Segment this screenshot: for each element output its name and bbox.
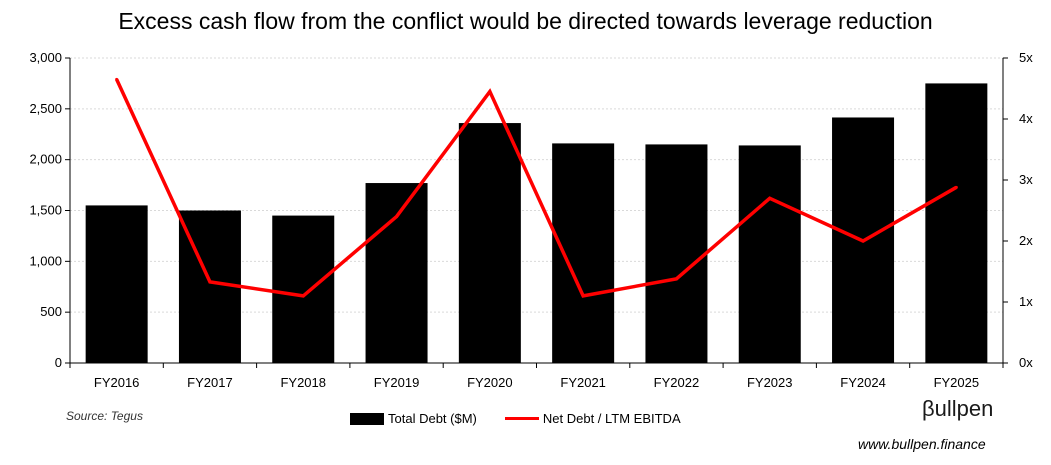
legend-item-net-debt: Net Debt / LTM EBITDA: [504, 411, 681, 426]
bar: [458, 123, 521, 363]
legend-swatch-line: [504, 417, 539, 420]
line-point: [768, 196, 772, 200]
bar: [365, 183, 428, 363]
bar: [645, 144, 708, 363]
x-tick-label: FY2019: [374, 375, 420, 390]
x-tick-label: FY2017: [187, 375, 233, 390]
bar: [738, 145, 801, 363]
line-point: [861, 239, 865, 243]
x-tick-label: FY2020: [467, 375, 513, 390]
y-left-tick-label: 2,000: [29, 152, 62, 167]
x-tick-label: FY2024: [840, 375, 886, 390]
legend-swatch-bar: [350, 412, 384, 425]
bar: [272, 215, 335, 363]
y-left-tick-label: 3,000: [29, 50, 62, 65]
line-point: [954, 185, 958, 189]
x-tick-label: FY2022: [654, 375, 700, 390]
brand-logo: βullpen: [922, 396, 994, 421]
y-left-tick-label: 0: [55, 355, 62, 370]
line-point: [488, 90, 492, 94]
source-note: Source: Tegus: [66, 409, 143, 423]
y-right-tick-label: 3x: [1019, 172, 1033, 187]
chart-title: Excess cash flow from the conflict would…: [118, 8, 933, 34]
bar: [85, 205, 148, 363]
y-right-tick-label: 1x: [1019, 294, 1033, 309]
brand-url: www.bullpen.finance: [858, 436, 986, 452]
y-left-tick-label: 1,500: [29, 203, 62, 218]
x-tick-label: FY2016: [94, 375, 140, 390]
bar: [552, 143, 615, 363]
line-point: [115, 77, 119, 81]
y-left-tick-label: 2,500: [29, 101, 62, 116]
y-right-tick-label: 2x: [1019, 233, 1033, 248]
legend-label-net-debt: Net Debt / LTM EBITDA: [542, 411, 681, 426]
line-point: [301, 294, 305, 298]
x-tick-label: FY2023: [747, 375, 793, 390]
y-left-tick-label: 1,000: [29, 253, 62, 268]
legend-label-total-debt: Total Debt ($M): [388, 411, 477, 426]
y-left-tick-label: 500: [40, 304, 62, 319]
legend-item-total-debt: Total Debt ($M): [350, 411, 477, 426]
series-line-net-debt: [115, 78, 958, 298]
x-tick-label: FY2025: [934, 375, 980, 390]
legend: Total Debt ($M) Net Debt / LTM EBITDA: [350, 411, 709, 426]
line-point: [208, 280, 212, 284]
line-point: [581, 294, 585, 298]
line-point: [674, 277, 678, 281]
line-point: [395, 215, 399, 219]
y-right-tick-label: 4x: [1019, 111, 1033, 126]
x-tick-label: FY2021: [560, 375, 606, 390]
x-tick-label: FY2018: [280, 375, 326, 390]
y-right-tick-label: 0x: [1019, 355, 1033, 370]
y-right-tick-label: 5x: [1019, 50, 1033, 65]
bar: [925, 83, 988, 364]
